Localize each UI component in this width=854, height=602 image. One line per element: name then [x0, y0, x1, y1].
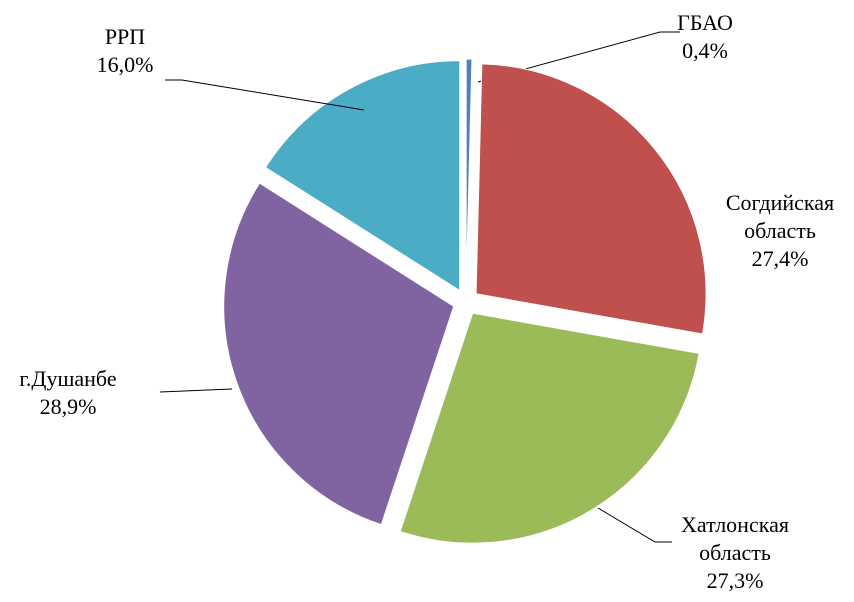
value-label: 0,4% — [682, 38, 728, 63]
value-label: 27,4% — [752, 246, 809, 271]
slice-label: Хатлонская область — [681, 512, 789, 565]
label-line: РРП — [105, 24, 145, 49]
value-label: 28,9% — [40, 394, 97, 419]
pie-slice — [475, 63, 707, 335]
leader-line — [597, 507, 672, 543]
label-line: г.Душанбе — [19, 366, 116, 391]
slice-label: г.Душанбе — [19, 366, 116, 391]
leader-line — [477, 31, 680, 83]
leader-line — [165, 79, 365, 111]
label-line: Хатлонская — [681, 512, 789, 537]
value-label: 27,3% — [707, 568, 764, 593]
pie-slice — [223, 182, 455, 526]
pie-slice — [399, 312, 700, 544]
label-line: область — [699, 540, 771, 565]
slice-label: Согдийская область — [726, 190, 834, 243]
value-label: 16,0% — [97, 52, 154, 77]
pie-slice — [465, 58, 473, 290]
slice-label: РРП — [105, 24, 145, 49]
label-line: Согдийская — [726, 190, 834, 215]
label-line: область — [744, 218, 816, 243]
pie-slice — [264, 60, 461, 292]
slice-label: ГБАО — [677, 10, 733, 35]
label-line: ГБАО — [677, 10, 733, 35]
leader-line — [159, 388, 233, 393]
